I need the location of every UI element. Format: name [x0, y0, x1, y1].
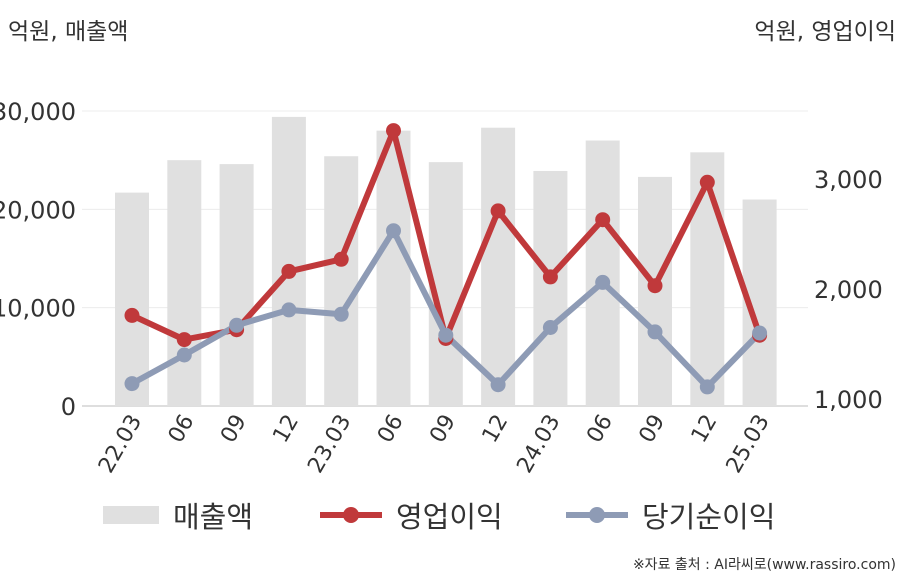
point-net-income	[490, 377, 506, 393]
bar-sales	[585, 140, 620, 406]
point-operating-profit	[281, 263, 297, 279]
bar-sales	[533, 170, 568, 406]
x-tick-label: 22.03	[94, 411, 147, 478]
point-net-income	[386, 223, 401, 239]
point-net-income	[699, 379, 715, 395]
point-net-income	[647, 324, 663, 340]
point-operating-profit	[595, 212, 611, 228]
legend-item-sales: 매출액	[103, 494, 253, 536]
point-net-income	[542, 320, 558, 335]
x-tick-label: 09	[216, 411, 252, 448]
bar-sales	[219, 164, 254, 406]
point-operating-profit	[124, 307, 140, 323]
point-operating-profit	[490, 203, 506, 219]
bar-sales	[271, 116, 306, 407]
bar-sales	[481, 127, 516, 406]
bar-sales	[167, 160, 202, 406]
point-operating-profit	[647, 278, 663, 294]
point-net-income	[333, 306, 349, 322]
source-note: ※자료 출처 : AI라씨로(www.rassiro.com)	[632, 557, 896, 573]
point-operating-profit	[699, 174, 715, 190]
right-axis-unit: 억원, 영업이익	[754, 19, 896, 45]
point-net-income	[438, 327, 454, 343]
x-tick-label: 06	[373, 411, 409, 448]
legend-item-net-income: 당기순이익	[566, 494, 775, 536]
legend-swatch-operating-profit	[320, 507, 382, 523]
x-tick-label: 12	[687, 411, 723, 448]
legend-swatch-net-income	[566, 507, 628, 523]
x-tick-label: 06	[582, 411, 618, 448]
legend-label-sales: 매출액	[173, 500, 254, 534]
bar-sales	[115, 192, 149, 406]
x-tick-label: 06	[164, 411, 200, 448]
bar-sales	[324, 156, 359, 406]
point-net-income	[176, 347, 192, 363]
x-tick-label: 09	[425, 411, 461, 448]
legend-swatch-sales	[103, 506, 159, 524]
left-axis-unit: 억원, 매출액	[8, 19, 129, 45]
x-tick-label: 24.03	[512, 411, 565, 478]
point-net-income	[281, 302, 297, 318]
point-operating-profit	[333, 251, 349, 267]
point-operating-profit	[386, 123, 401, 139]
x-tick-label: 25.03	[722, 411, 775, 478]
point-net-income	[124, 376, 140, 392]
point-net-income	[595, 274, 611, 290]
point-operating-profit	[542, 269, 558, 285]
x-tick-label: 23.03	[303, 411, 356, 478]
point-operating-profit	[176, 332, 192, 348]
chart-plot: 0 10,000 20,000 30,000 1,000 2,000 3,000 22.03 0…	[0, 98, 883, 478]
legend-item-operating-profit: 영업이익	[320, 494, 503, 536]
right-tick-label: 3,000	[814, 166, 883, 194]
legend-label-net-income: 당기순이익	[642, 500, 776, 534]
x-tick-label: 09	[635, 411, 671, 448]
left-tick-label: 10,000	[0, 295, 76, 323]
legend-label-operating-profit: 영업이익	[396, 500, 503, 534]
right-tick-label: 1,000	[814, 386, 883, 414]
x-tick-label: 12	[268, 411, 304, 448]
point-net-income	[752, 325, 768, 341]
right-tick-label: 2,000	[814, 276, 883, 304]
bar-sales	[690, 152, 725, 406]
x-tick-label: 12	[478, 410, 514, 447]
left-tick-label: 20,000	[0, 196, 76, 224]
point-net-income	[229, 317, 245, 333]
legend: 매출액 영업이익 당기순이익	[0, 494, 908, 534]
left-tick-label: 0	[61, 393, 76, 421]
left-tick-label: 30,000	[0, 98, 76, 126]
